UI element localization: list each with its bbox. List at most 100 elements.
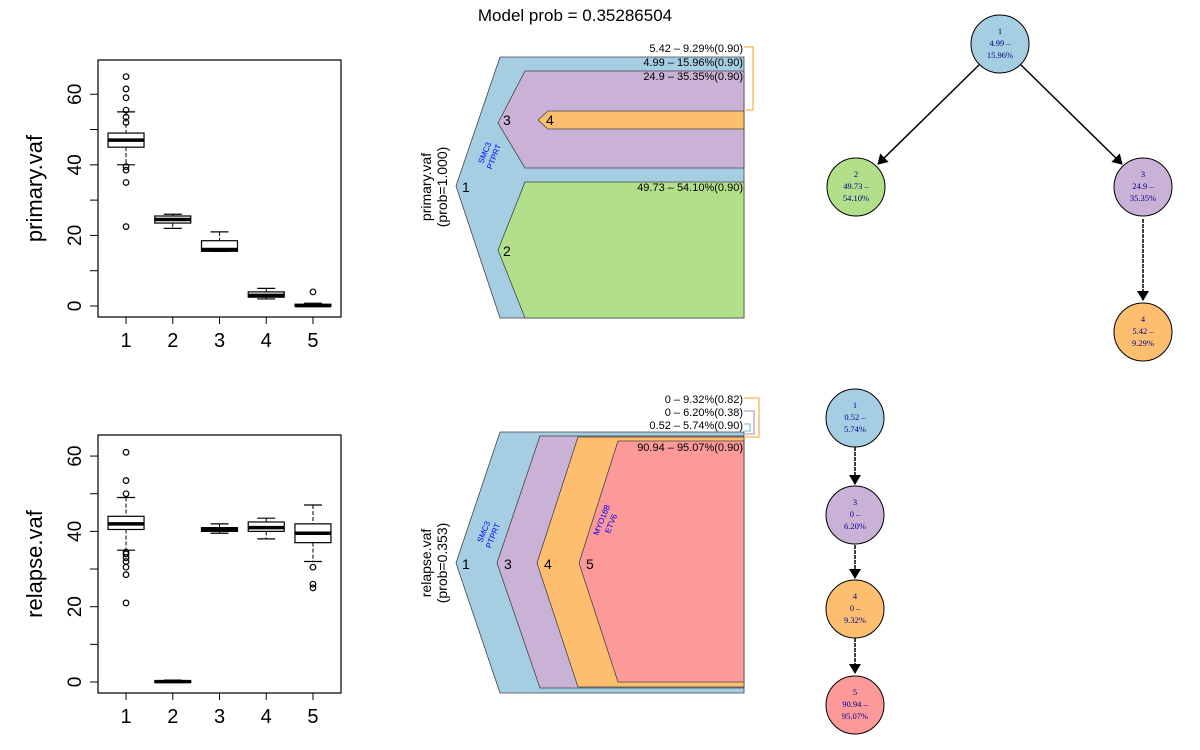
node-vaf-high: 35.35% <box>1130 193 1156 203</box>
tree-node-3: 3 24.9 – 35.35% <box>1113 157 1173 217</box>
x-tick-label: 5 <box>307 330 318 352</box>
x-tick-label: 4 <box>261 706 272 728</box>
fish-primary-annotation: 5.42 – 9.29%(0.90) <box>649 43 743 55</box>
node-vaf-low: 0.52 – <box>844 412 866 422</box>
node-vaf-low: 24.9 – <box>1132 181 1154 191</box>
outlier-point <box>309 288 317 296</box>
fish-primary-annotation: 49.73 – 54.10%(0.90) <box>637 182 743 194</box>
outlier-point <box>122 94 130 102</box>
node-id: 1 <box>998 26 1002 36</box>
tree-node-1: 1 4.99 – 15.96% <box>970 14 1030 74</box>
node-vaf-high: 9.32% <box>844 615 866 625</box>
x-tick-label: 4 <box>261 330 272 352</box>
x-tick-label: 1 <box>120 330 131 352</box>
x-tick-label: 1 <box>120 706 131 728</box>
x-tick-label: 2 <box>167 706 178 728</box>
outlier-point <box>122 448 130 456</box>
y-tick-label: 0 <box>65 677 86 688</box>
outlier-point <box>122 166 130 174</box>
tree-edge <box>877 63 981 165</box>
node-vaf-high: 95.07% <box>842 711 868 721</box>
fish-ylabel: relapse.vaf <box>418 529 434 598</box>
outlier-point <box>122 85 130 93</box>
fish-primary-clone4 <box>537 110 745 130</box>
fish-primary-annotation: 4.99 – 15.96%(0.90) <box>643 57 743 69</box>
outlier-point <box>122 599 130 607</box>
y-axis-label: relapse.vaf <box>22 509 47 618</box>
fish-primary-clone2 <box>497 181 745 319</box>
y-tick-label: 60 <box>65 84 86 105</box>
x-tick-label: 2 <box>167 330 178 352</box>
tree-node-1: 1 0.52 – 5.74% <box>825 388 885 448</box>
outlier-point <box>309 563 317 571</box>
fish-relapse-label-4: 4 <box>544 556 552 572</box>
outlier-point <box>122 477 130 484</box>
outlier-point <box>122 223 130 230</box>
y-tick-label: 60 <box>65 445 86 466</box>
node-vaf-low: 0 – <box>850 603 861 613</box>
plot-frame <box>97 59 342 318</box>
x-tick-label: 3 <box>214 706 225 728</box>
primary-fishplot: 1 3 4 2 SMC3 PTPRT primary.vaf (prob=1.0… <box>418 43 754 319</box>
box <box>200 240 239 252</box>
node-vaf-low: 5.42 – <box>1132 326 1154 336</box>
y-tick-label: 0 <box>65 301 86 312</box>
fish-primary-label-4: 4 <box>546 112 554 128</box>
primary-clone-tree: 1 4.99 – 15.96% 2 49.73 – 54.10% 3 24.9 … <box>826 14 1173 362</box>
node-id: 3 <box>853 497 857 507</box>
fish-relapse-annotation: 90.94 – 95.07%(0.90) <box>637 442 743 454</box>
fish-relapse-label-1: 1 <box>462 556 470 572</box>
fish-primary-label-3: 3 <box>503 112 511 128</box>
node-vaf-high: 6.20% <box>844 521 866 531</box>
fish-relapse-annotation: 0 – 6.20%(0.38) <box>665 407 743 419</box>
tree-node-2: 2 49.73 – 54.10% <box>826 157 886 217</box>
fish-relapse-annotation: 0 – 9.32%(0.82) <box>665 394 743 406</box>
fish-relapse-clone5 <box>578 440 745 683</box>
outlier-point <box>309 580 317 588</box>
fish-ylabel: primary.vaf <box>418 153 434 221</box>
fish-prob: (prob=1.000) <box>434 147 450 228</box>
y-tick-label: 40 <box>65 154 86 175</box>
node-id: 4 <box>1141 314 1146 324</box>
fish-relapse-axis-label: relapse.vaf (prob=0.353) <box>418 523 450 604</box>
node-id: 5 <box>853 687 857 697</box>
outlier-point <box>122 571 130 579</box>
outlier-point <box>122 179 130 186</box>
fish-primary-label-1: 1 <box>462 179 470 195</box>
fish-primary-annotation: 24.9 – 35.35%(0.90) <box>643 71 743 83</box>
fish-primary-label-2: 2 <box>503 243 511 259</box>
tree-node-4: 4 5.42 – 9.29% <box>1113 302 1173 362</box>
node-id: 4 <box>853 591 858 601</box>
relapse-bracket-blue <box>744 423 751 432</box>
primary-bracket <box>744 46 754 111</box>
tree-node-3: 3 0 – 6.20% <box>825 485 885 545</box>
fish-primary-axis-label: primary.vaf (prob=1.000) <box>418 147 450 228</box>
node-vaf-high: 54.10% <box>843 193 869 203</box>
x-tick-label: 3 <box>214 330 225 352</box>
node-vaf-high: 9.29% <box>1132 338 1154 348</box>
outlier-point <box>309 584 317 592</box>
outlier-point <box>122 163 130 170</box>
fish-relapse-label-5: 5 <box>586 556 594 572</box>
node-vaf-low: 4.99 – <box>989 38 1011 48</box>
tree-node-4: 4 0 – 9.32% <box>825 579 885 639</box>
node-id: 1 <box>853 400 857 410</box>
outlier-point <box>122 563 130 571</box>
outlier-point <box>122 548 130 556</box>
tree-edge <box>1019 63 1123 165</box>
relapse-bracket-purple <box>744 410 755 435</box>
outlier-point <box>122 490 130 498</box>
relapse-fishplot: 1 3 4 5 SMC3 PTPRT MYO18B ETV6 relapse.v… <box>418 394 760 694</box>
node-vaf-high: 15.96% <box>987 50 1013 60</box>
plot-frame <box>97 434 342 694</box>
y-axis-label: primary.vaf <box>22 134 47 242</box>
tree-node-5: 5 90.94 – 95.07% <box>825 675 885 735</box>
node-id: 2 <box>854 169 858 179</box>
fish-prob: (prob=0.353) <box>434 523 450 604</box>
y-tick-label: 40 <box>65 521 86 542</box>
x-tick-label: 5 <box>307 706 318 728</box>
outlier-point <box>122 113 130 121</box>
figure-title: Model prob = 0.35286504 <box>478 6 672 25</box>
fish-relapse-annotation: 0.52 – 5.74%(0.90) <box>649 420 743 432</box>
